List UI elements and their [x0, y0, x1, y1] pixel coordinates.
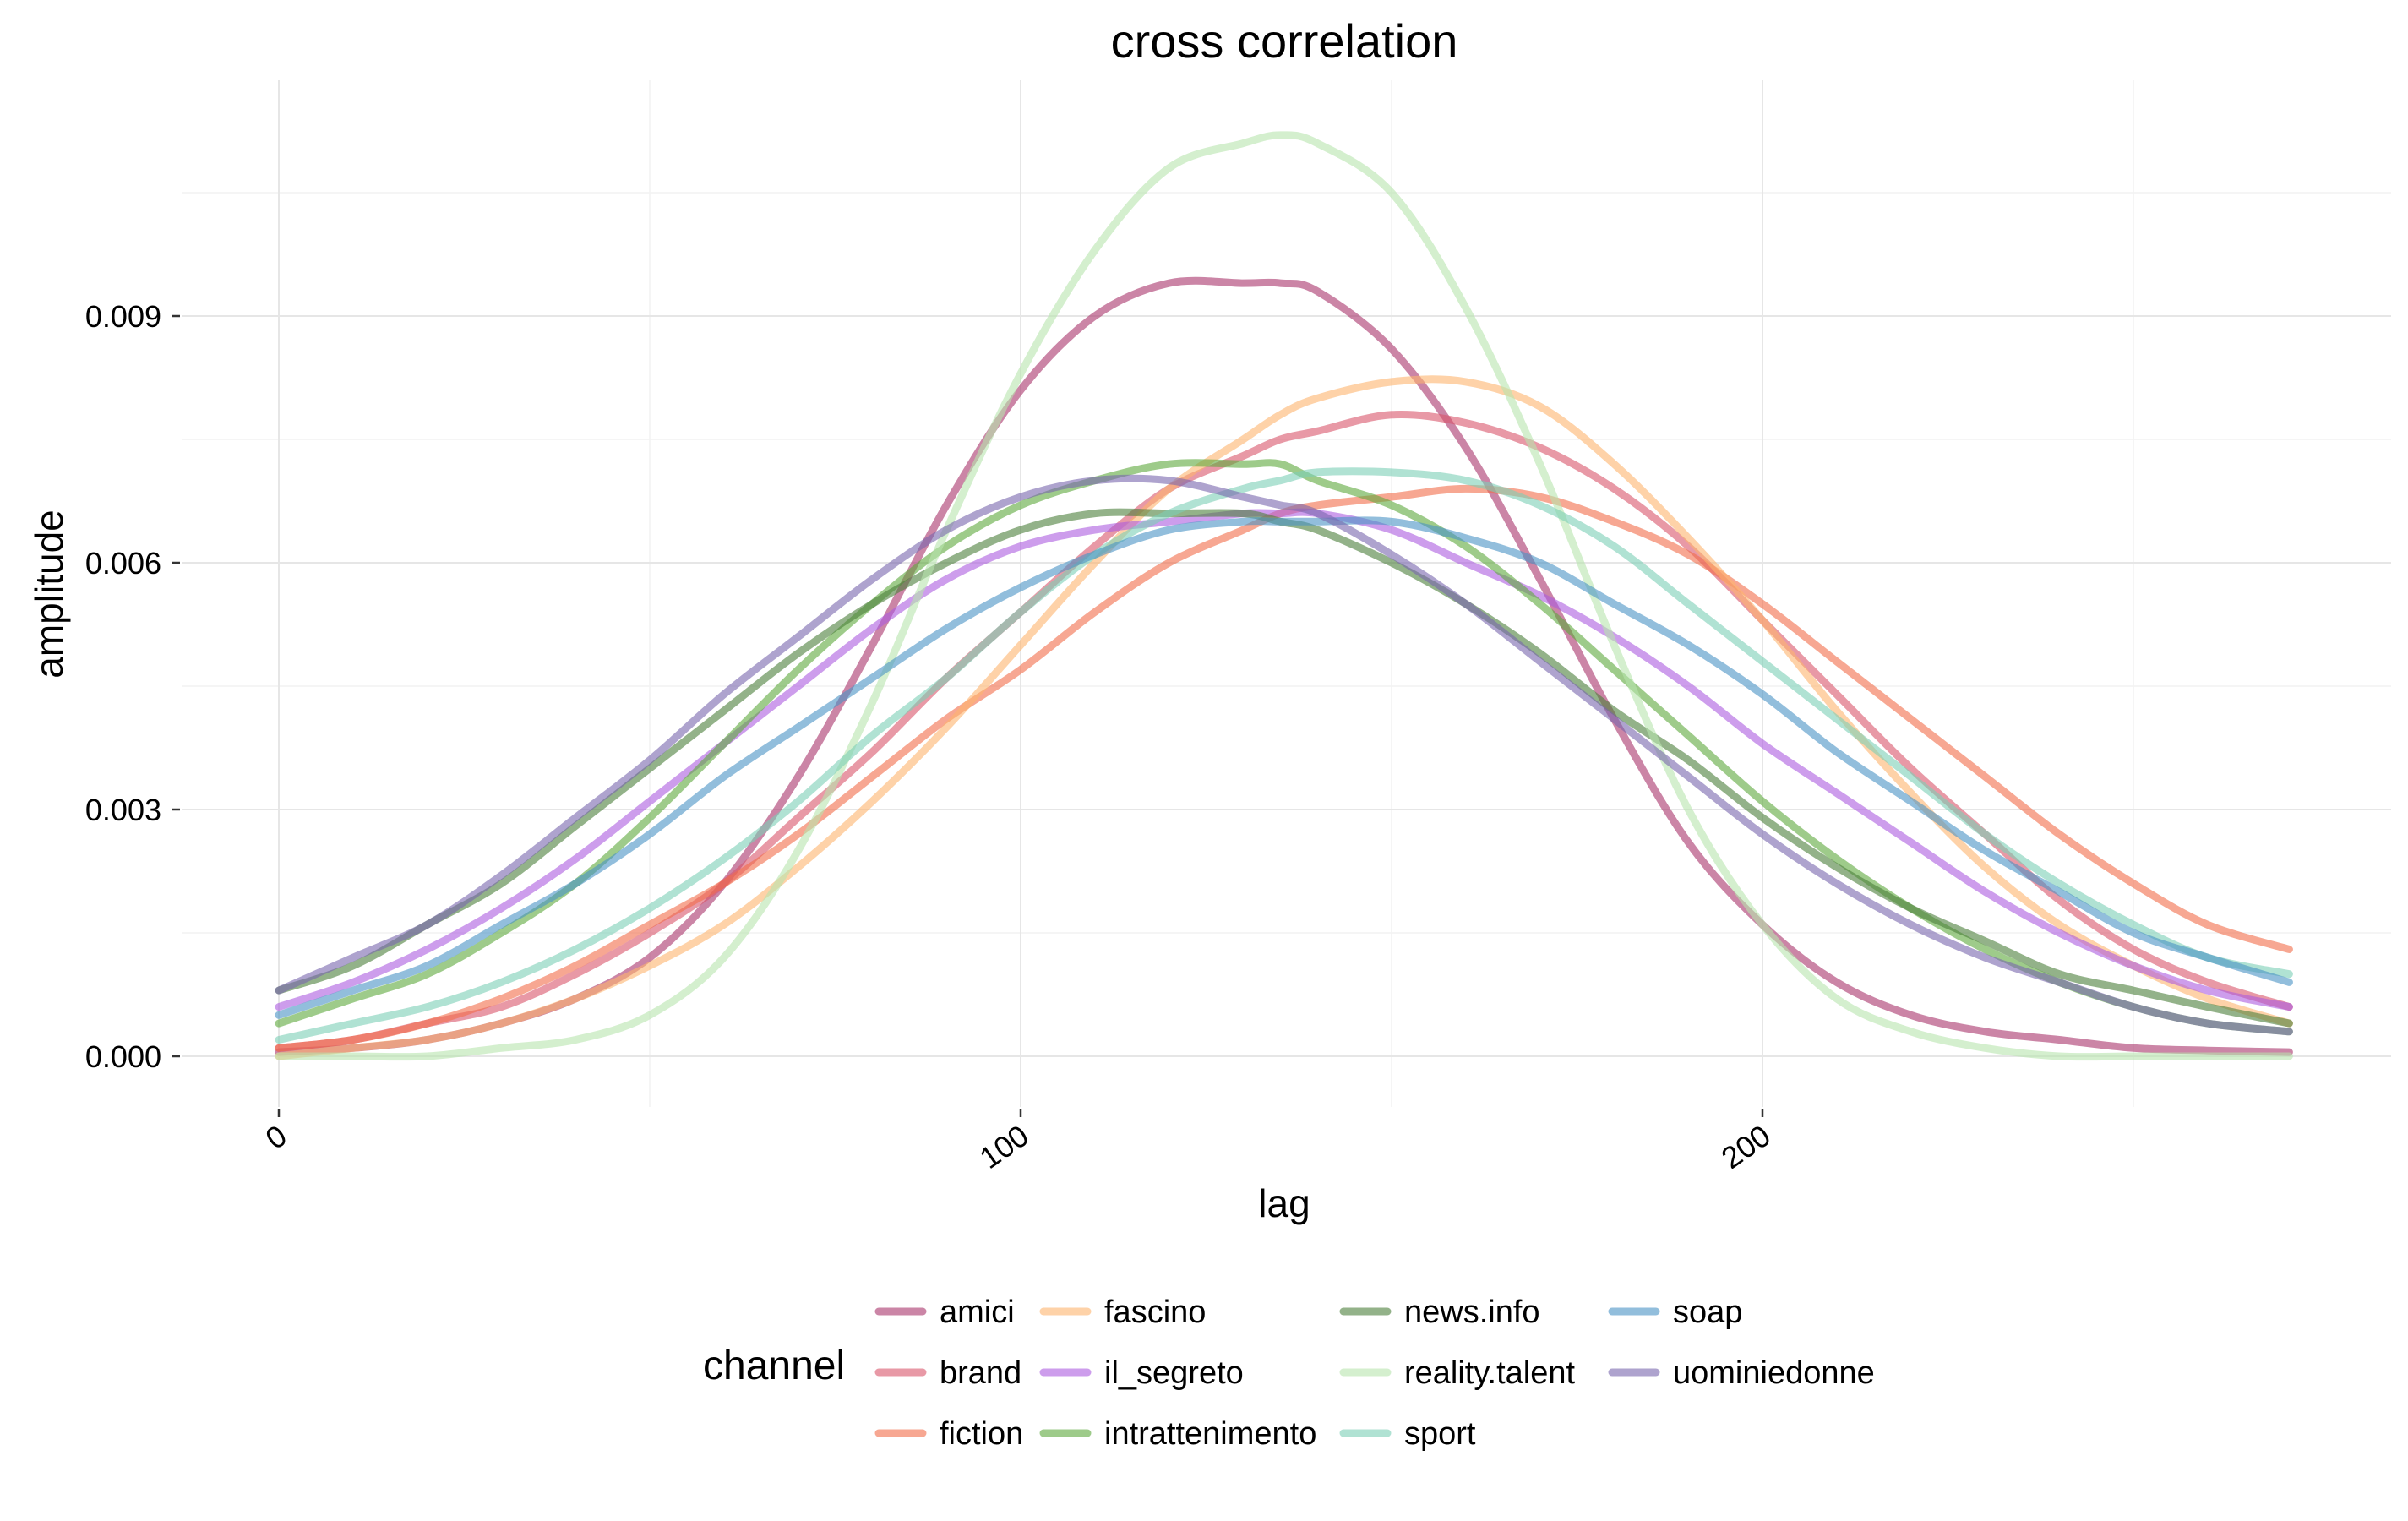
- y-tick-label: 0.003: [85, 793, 161, 827]
- legend-label-brand: brand: [940, 1355, 1021, 1391]
- x-axis: 0 100 200: [259, 1109, 1777, 1175]
- legend-label-il-segreto: il_segreto: [1104, 1355, 1244, 1391]
- y-tick-label: 0.006: [85, 546, 161, 581]
- series-line-amici: [275, 276, 2293, 1056]
- series-layer: [275, 131, 2293, 1061]
- legend: channel amici brand fiction fascino il_segre…: [703, 1295, 1875, 1452]
- series-line-il-segreto: [275, 508, 2293, 1011]
- series-line-sport: [275, 467, 2293, 1044]
- x-tick-label: 0: [259, 1118, 293, 1156]
- x-tick-label: 100: [973, 1118, 1035, 1175]
- legend-label-fascino: fascino: [1104, 1295, 1206, 1330]
- legend-label-uominiedonne: uominiedonne: [1673, 1355, 1875, 1391]
- legend-label-intrattenimento: intrattenimento: [1104, 1416, 1316, 1452]
- series-line-soap: [275, 516, 2293, 1019]
- legend-label-reality-talent: reality.talent: [1404, 1355, 1576, 1391]
- chart-title: cross correlation: [1111, 14, 1458, 68]
- series-line-brand: [275, 411, 2293, 1052]
- y-axis: 0.000 0.003 0.006 0.009: [85, 299, 180, 1074]
- x-tick-label: 200: [1715, 1118, 1777, 1175]
- y-tick-label: 0.000: [85, 1039, 161, 1074]
- legend-label-sport: sport: [1404, 1416, 1476, 1452]
- legend-label-news-info: news.info: [1404, 1295, 1540, 1330]
- series-line-fiction: [275, 484, 2293, 1052]
- y-axis-title: amplitude: [27, 510, 71, 678]
- series-line-uominiedonne: [275, 474, 2293, 1036]
- legend-label-fiction: fiction: [940, 1416, 1023, 1452]
- x-axis-title: lag: [1258, 1181, 1310, 1225]
- y-tick-label: 0.009: [85, 299, 161, 334]
- legend-label-soap: soap: [1673, 1295, 1742, 1330]
- legend-label-amici: amici: [940, 1295, 1015, 1330]
- series-line-reality-talent: [275, 131, 2293, 1061]
- legend-title: channel: [703, 1344, 845, 1388]
- grid: [182, 80, 2391, 1107]
